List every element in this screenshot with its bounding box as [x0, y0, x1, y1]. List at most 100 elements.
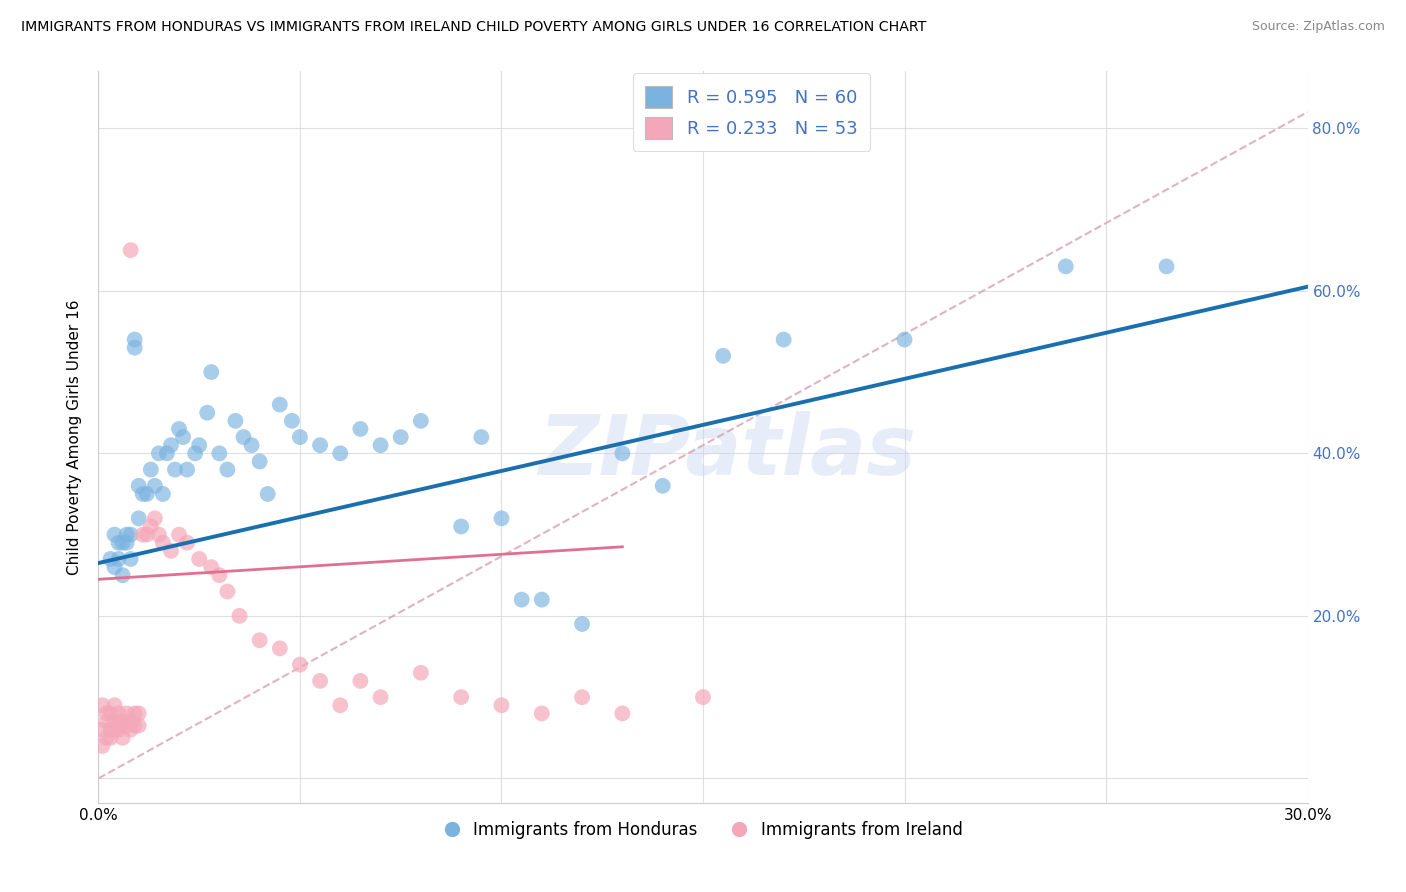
Point — [160, 438, 183, 452]
Text: ZIPatlas: ZIPatlas — [538, 411, 917, 492]
Point — [115, 718, 138, 732]
Point — [176, 462, 198, 476]
Point — [120, 243, 142, 257]
Point — [224, 414, 246, 428]
Point — [188, 552, 211, 566]
Point — [232, 430, 254, 444]
Point — [349, 422, 371, 436]
Point — [148, 446, 170, 460]
Point — [132, 487, 155, 501]
Point — [120, 527, 142, 541]
Point — [103, 560, 125, 574]
Point — [200, 560, 222, 574]
Point — [288, 657, 311, 672]
Point — [91, 723, 114, 737]
Point — [124, 333, 146, 347]
Point — [217, 462, 239, 476]
Point — [152, 535, 174, 549]
Point — [111, 731, 134, 745]
Point — [309, 438, 332, 452]
Point — [100, 723, 122, 737]
Point — [107, 535, 129, 549]
Point — [107, 723, 129, 737]
Point — [450, 690, 472, 705]
Point — [172, 430, 194, 444]
Point — [111, 568, 134, 582]
Point — [124, 341, 146, 355]
Point — [167, 527, 190, 541]
Point — [128, 479, 150, 493]
Point — [208, 446, 231, 460]
Legend: Immigrants from Honduras, Immigrants from Ireland: Immigrants from Honduras, Immigrants fro… — [436, 814, 970, 846]
Point — [103, 698, 125, 713]
Point — [200, 365, 222, 379]
Point — [111, 714, 134, 729]
Point — [128, 511, 150, 525]
Point — [107, 706, 129, 721]
Point — [349, 673, 371, 688]
Point — [217, 584, 239, 599]
Point — [128, 718, 150, 732]
Point — [184, 446, 207, 460]
Point — [143, 479, 166, 493]
Point — [612, 446, 634, 460]
Point — [370, 690, 392, 705]
Point — [176, 535, 198, 549]
Point — [530, 592, 553, 607]
Point — [470, 430, 492, 444]
Point — [107, 718, 129, 732]
Point — [571, 617, 593, 632]
Point — [120, 552, 142, 566]
Point — [163, 462, 186, 476]
Point — [100, 552, 122, 566]
Point — [91, 739, 114, 753]
Point — [103, 723, 125, 737]
Point — [692, 690, 714, 705]
Point — [612, 706, 634, 721]
Point — [288, 430, 311, 444]
Point — [132, 527, 155, 541]
Point — [491, 698, 513, 713]
Point — [409, 414, 432, 428]
Point — [167, 422, 190, 436]
Point — [135, 527, 157, 541]
Point — [188, 438, 211, 452]
Point — [1156, 260, 1178, 274]
Point — [491, 511, 513, 525]
Point — [228, 608, 250, 623]
Point — [139, 519, 162, 533]
Point — [143, 511, 166, 525]
Text: IMMIGRANTS FROM HONDURAS VS IMMIGRANTS FROM IRELAND CHILD POVERTY AMONG GIRLS UN: IMMIGRANTS FROM HONDURAS VS IMMIGRANTS F… — [21, 20, 927, 34]
Point — [96, 714, 118, 729]
Point — [249, 633, 271, 648]
Point — [115, 535, 138, 549]
Point — [309, 673, 332, 688]
Point — [115, 527, 138, 541]
Point — [571, 690, 593, 705]
Point — [96, 706, 118, 721]
Point — [450, 519, 472, 533]
Point — [281, 414, 304, 428]
Point — [389, 430, 412, 444]
Point — [100, 731, 122, 745]
Point — [160, 544, 183, 558]
Point — [510, 592, 533, 607]
Point — [103, 527, 125, 541]
Point — [156, 446, 179, 460]
Point — [651, 479, 673, 493]
Point — [269, 641, 291, 656]
Point — [91, 698, 114, 713]
Point — [139, 462, 162, 476]
Point — [111, 535, 134, 549]
Point — [128, 706, 150, 721]
Point — [115, 706, 138, 721]
Point — [329, 698, 352, 713]
Point — [103, 714, 125, 729]
Point — [370, 438, 392, 452]
Point — [152, 487, 174, 501]
Text: Source: ZipAtlas.com: Source: ZipAtlas.com — [1251, 20, 1385, 33]
Point — [100, 706, 122, 721]
Point — [329, 446, 352, 460]
Point — [135, 487, 157, 501]
Point — [530, 706, 553, 721]
